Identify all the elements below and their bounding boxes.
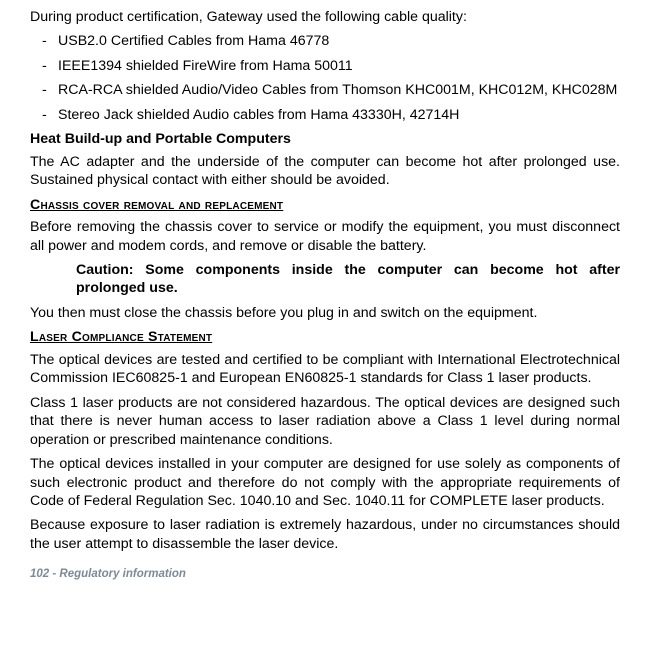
- laser-paragraph-4: Because exposure to laser radiation is e…: [30, 516, 620, 553]
- cable-list-item: USB2.0 Certified Cables from Hama 46778: [30, 32, 620, 50]
- chassis-paragraph-2: You then must close the chassis before y…: [30, 304, 620, 322]
- footer-separator: -: [49, 568, 59, 580]
- laser-paragraph-2: Class 1 laser products are not considere…: [30, 394, 620, 449]
- heading-laser: Laser Compliance Statement: [30, 328, 620, 346]
- laser-paragraph-1: The optical devices are tested and certi…: [30, 351, 620, 388]
- intro-paragraph: During product certification, Gateway us…: [30, 8, 620, 26]
- cable-list-item: IEEE1394 shielded FireWire from Hama 500…: [30, 57, 620, 75]
- chassis-paragraph-1: Before removing the chassis cover to ser…: [30, 218, 620, 255]
- heat-paragraph: The AC adapter and the underside of the …: [30, 153, 620, 190]
- cable-list: USB2.0 Certified Cables from Hama 46778 …: [30, 32, 620, 124]
- footer-section: Regulatory information: [59, 568, 186, 580]
- page-footer: 102 - Regulatory information: [30, 567, 620, 582]
- caution-note: Caution: Some components inside the comp…: [76, 261, 620, 298]
- document-page: During product certification, Gateway us…: [0, 0, 650, 594]
- heading-chassis: Chassis cover removal and replacement: [30, 196, 620, 214]
- cable-list-item: RCA-RCA shielded Audio/Video Cables from…: [30, 81, 620, 99]
- laser-paragraph-3: The optical devices installed in your co…: [30, 455, 620, 510]
- heading-heat: Heat Build-up and Portable Computers: [30, 130, 620, 148]
- page-number: 102: [30, 568, 49, 580]
- cable-list-item: Stereo Jack shielded Audio cables from H…: [30, 106, 620, 124]
